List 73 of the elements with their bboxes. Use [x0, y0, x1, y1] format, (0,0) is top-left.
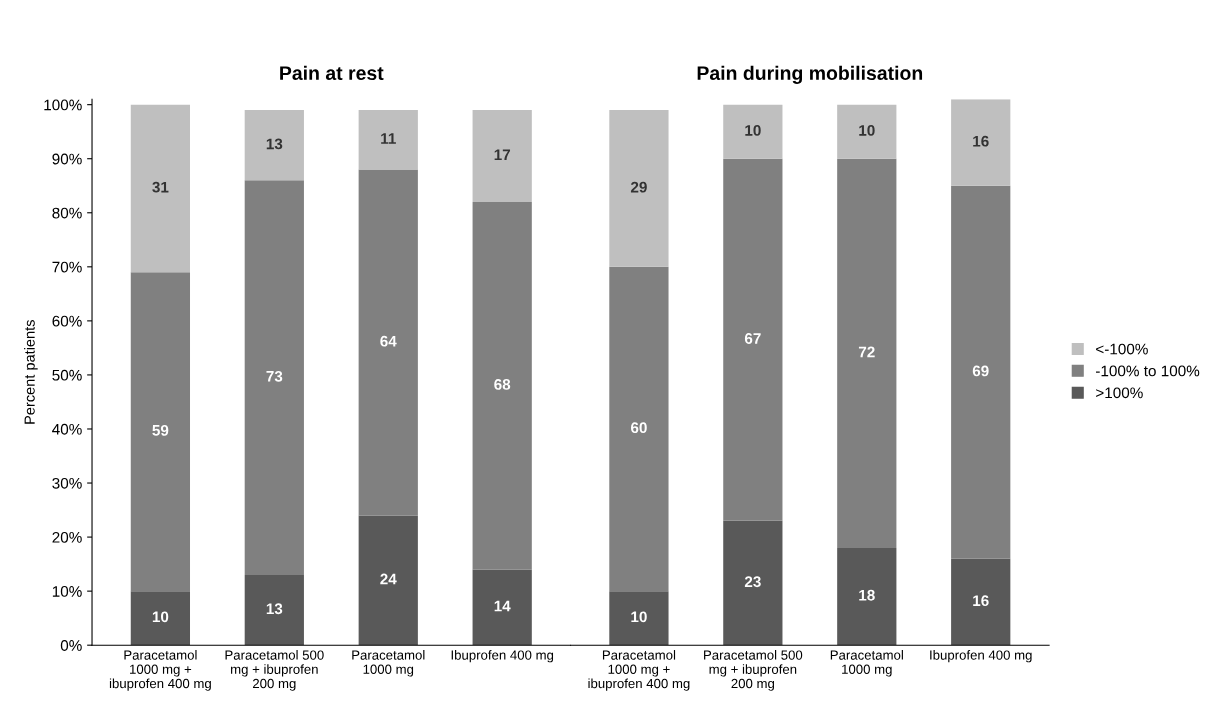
- x-tick-label: Paracetamol 1000 mg + ibuprofen 400 mg: [109, 650, 211, 691]
- bar: [837, 104, 897, 159]
- data-label: 67: [744, 333, 761, 344]
- data-label: 24: [380, 573, 397, 585]
- data-label: 11: [381, 133, 396, 144]
- data-label: 18: [859, 589, 875, 601]
- bar: [472, 110, 532, 202]
- bar: [472, 201, 532, 570]
- bar: [837, 158, 897, 548]
- y-tick-label: 20%: [52, 531, 82, 543]
- data-label: 64: [380, 335, 397, 347]
- data-label: 17: [494, 149, 511, 160]
- data-label: 23: [744, 576, 761, 588]
- data-label: 10: [745, 124, 761, 136]
- y-axis-title: Percent patients: [24, 320, 38, 424]
- y-tick-label: 0%: [60, 640, 82, 651]
- x-tick-label: Paracetamol 1000 mg + ibuprofen 400 mg: [588, 650, 690, 691]
- bar: [951, 558, 1011, 646]
- x-tick-label: Paracetamol 1000 mg: [830, 650, 903, 677]
- y-tick-label: 50%: [52, 369, 82, 381]
- data-label: 60: [630, 422, 647, 434]
- data-label: 29: [630, 181, 647, 193]
- bar: [723, 104, 783, 159]
- data-label: 68: [494, 379, 511, 390]
- data-label: 73: [266, 370, 283, 382]
- bar: [723, 158, 783, 521]
- x-tick-label: Ibuprofen 400 mg: [451, 650, 554, 663]
- x-tick-label: Paracetamol 1000 mg: [352, 650, 425, 677]
- y-tick-label: 60%: [52, 315, 82, 327]
- data-label: 72: [858, 346, 875, 358]
- data-label: 14: [494, 600, 511, 612]
- data-label: 16: [973, 135, 989, 147]
- bar: [130, 104, 191, 273]
- data-label: 31: [152, 181, 169, 193]
- bar: [609, 110, 669, 267]
- y-tick-label: 10%: [52, 586, 82, 597]
- legend-label: <-100%: [1096, 343, 1148, 355]
- bar: [244, 180, 304, 575]
- data-label: 13: [266, 138, 283, 150]
- x-tick-label: Paracetamol 500 mg + ibuprofen 200 mg: [225, 650, 324, 691]
- x-tick-label: Ibuprofen 400 mg: [930, 650, 1032, 663]
- bar: [358, 515, 418, 646]
- y-tick-label: 70%: [52, 261, 82, 273]
- bar: [723, 520, 783, 646]
- legend-label: >100%: [1096, 387, 1143, 399]
- data-label: 13: [266, 603, 283, 615]
- y-tick-label: 40%: [52, 423, 82, 435]
- bar: [358, 169, 418, 516]
- bar: [130, 272, 191, 592]
- y-tick-label: 90%: [52, 153, 82, 165]
- chart-title: Pain during mobilisation: [697, 65, 923, 84]
- x-tick-label: Paracetamol 500 mg + ibuprofen 200 mg: [704, 650, 803, 691]
- legend-label: -100% to 100%: [1096, 365, 1200, 377]
- bar: [609, 591, 669, 646]
- data-label: 59: [152, 424, 169, 436]
- data-label: 10: [152, 611, 169, 623]
- bar: [358, 110, 418, 170]
- bar: [609, 266, 669, 592]
- data-label: 10: [859, 124, 875, 136]
- data-label: 10: [631, 611, 647, 623]
- bar: [472, 569, 532, 646]
- bar: [130, 591, 191, 646]
- bar: [951, 185, 1011, 559]
- y-tick-label: 80%: [52, 207, 82, 219]
- data-label: 16: [973, 595, 989, 607]
- bar: [951, 99, 1011, 186]
- data-label: 69: [972, 365, 989, 377]
- bar: [837, 547, 897, 646]
- y-tick-label: 100%: [44, 99, 82, 111]
- bar: [244, 110, 304, 181]
- chart-title: Pain at rest: [280, 65, 384, 81]
- bar: [244, 574, 304, 646]
- y-tick-label: 30%: [52, 477, 82, 489]
